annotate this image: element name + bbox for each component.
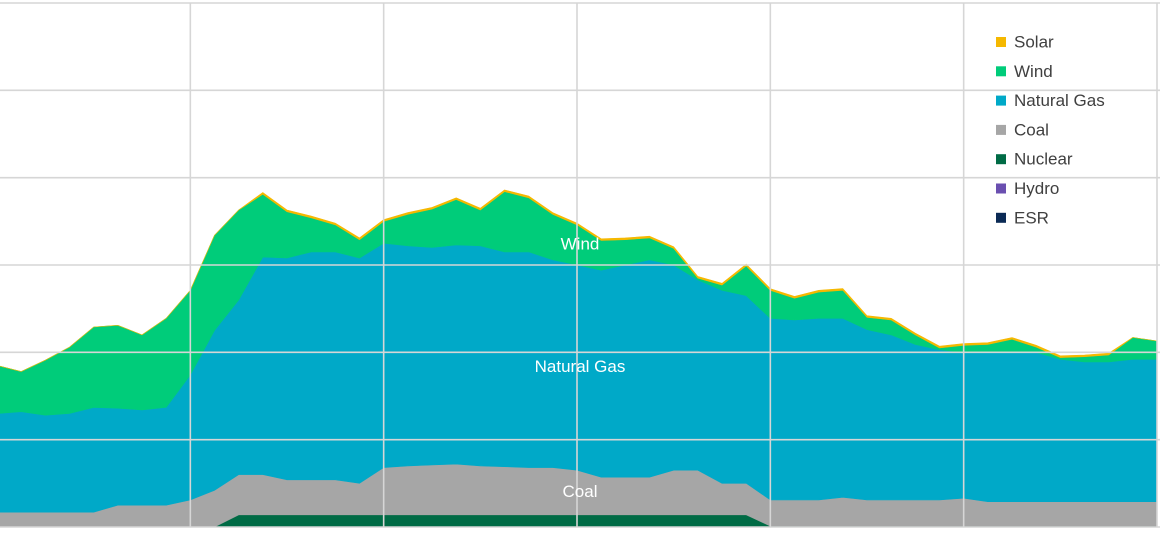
legend-swatch [996, 124, 1006, 135]
legend-label: Solar [1014, 32, 1054, 51]
legend-label: Hydro [1014, 179, 1059, 198]
legend-swatch [996, 95, 1006, 106]
legend-label: Wind [1014, 62, 1053, 81]
legend-swatch [996, 66, 1006, 77]
legend-swatch [996, 154, 1006, 165]
legend-swatch [996, 37, 1006, 47]
legend-swatch [996, 212, 1006, 223]
legend-label: Natural Gas [1014, 91, 1105, 110]
legend-label: ESR [1014, 208, 1049, 227]
legend-label: Nuclear [1014, 150, 1073, 169]
legend-swatch [996, 183, 1006, 194]
area-label: Coal [563, 482, 598, 501]
area-label: Natural Gas [535, 357, 626, 376]
legend-label: Coal [1014, 120, 1049, 139]
area-label: Wind [561, 234, 600, 253]
